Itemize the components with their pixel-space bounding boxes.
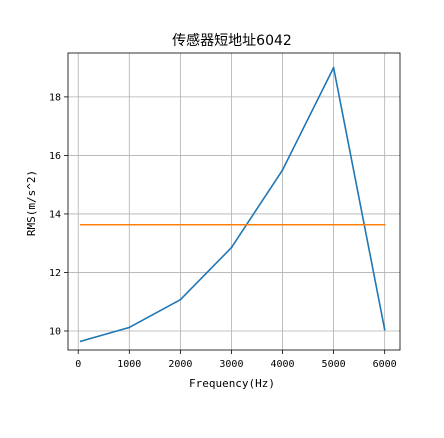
y-tick-label: 14 (49, 209, 61, 220)
y-tick-label: 10 (49, 326, 61, 337)
x-axis: 0 1000 2000 3000 4000 5000 6000 (75, 350, 397, 370)
y-axis-label: RMS(m/s^2) (25, 170, 38, 236)
data-point (332, 66, 335, 69)
data-point (179, 298, 182, 301)
data-point (128, 326, 131, 329)
y-axis: 10 12 14 16 18 (49, 92, 68, 337)
y-tick-label: 18 (49, 92, 61, 103)
x-tick-label: 2000 (168, 359, 192, 370)
series-group (79, 66, 386, 343)
y-tick-label: 12 (49, 268, 61, 279)
data-point (79, 340, 82, 343)
x-tick-label: 6000 (373, 359, 397, 370)
x-tick-label: 5000 (322, 359, 346, 370)
x-tick-label: 4000 (270, 359, 294, 370)
chart-title: 传感器短地址6042 (172, 32, 292, 49)
x-tick-label: 1000 (117, 359, 141, 370)
plot-frame (67, 52, 401, 351)
x-tick-label: 0 (75, 359, 81, 370)
data-point (230, 246, 233, 249)
data-point (79, 223, 82, 226)
x-axis-label: Frequency(Hz) (189, 377, 275, 390)
grid (68, 53, 400, 350)
data-point (281, 169, 284, 171)
data-point (383, 223, 386, 226)
x-tick-label: 3000 (219, 359, 243, 370)
data-point (383, 328, 386, 331)
y-tick-label: 16 (49, 151, 61, 162)
